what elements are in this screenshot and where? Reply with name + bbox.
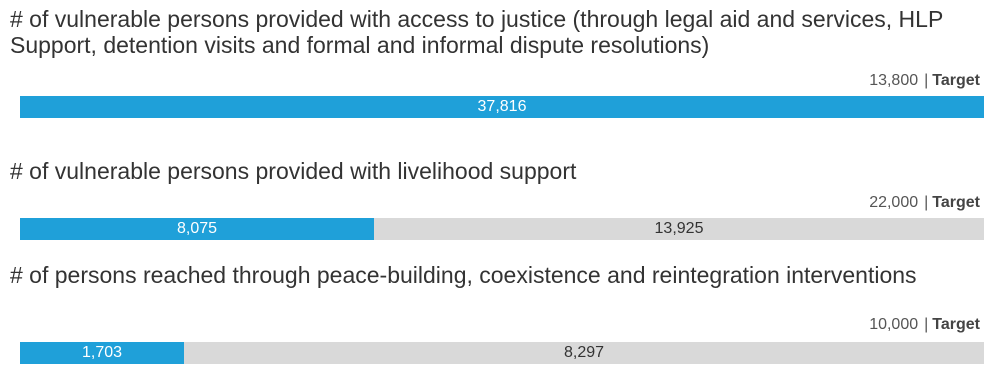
target-value: 22,000: [869, 194, 919, 211]
bar-track: 8,075 13,925: [20, 218, 984, 240]
achieved-bar: [20, 218, 374, 240]
remaining-value-label: 8,297: [563, 344, 605, 361]
achieved-value-label: 37,816: [477, 98, 527, 115]
target-value: 13,800: [869, 72, 919, 89]
target-label: Target: [932, 72, 980, 89]
indicator-title: # of vulnerable persons provided with ac…: [10, 6, 943, 58]
achieved-bar: [20, 96, 984, 118]
bar-track: 1,703 8,297: [20, 342, 984, 364]
achieved-value-label: 1,703: [81, 344, 123, 361]
target-label: Target: [932, 316, 980, 333]
achieved-bar: [20, 342, 184, 364]
target-value: 10,000: [869, 316, 919, 333]
remaining-value-label: 13,925: [654, 220, 704, 237]
achieved-value-label: 8,075: [176, 220, 218, 237]
target-line: 22,000 | Target: [869, 194, 980, 211]
indicator-title: # of vulnerable persons provided with li…: [10, 158, 577, 184]
bar-track: 37,816: [20, 96, 984, 118]
indicator-title: # of persons reached through peace-build…: [10, 262, 917, 288]
target-label: Target: [932, 194, 980, 211]
target-line: 10,000 | Target: [869, 316, 980, 333]
target-line: 13,800 | Target: [869, 72, 980, 89]
